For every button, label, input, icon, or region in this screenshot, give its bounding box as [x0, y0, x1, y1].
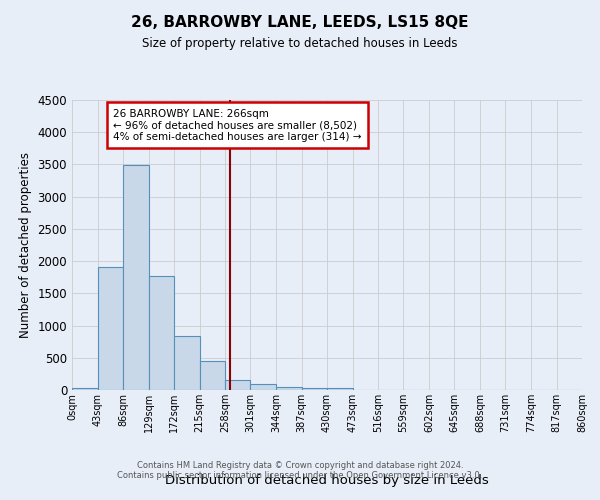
Bar	[149, 276, 174, 390]
Bar	[327, 388, 353, 390]
Bar	[225, 380, 251, 390]
Text: 26 BARROWBY LANE: 266sqm
← 96% of detached houses are smaller (8,502)
4% of semi: 26 BARROWBY LANE: 266sqm ← 96% of detach…	[113, 108, 361, 142]
Text: 26, BARROWBY LANE, LEEDS, LS15 8QE: 26, BARROWBY LANE, LEEDS, LS15 8QE	[131, 15, 469, 30]
X-axis label: Distribution of detached houses by size in Leeds: Distribution of detached houses by size …	[165, 474, 489, 487]
Text: Size of property relative to detached houses in Leeds: Size of property relative to detached ho…	[142, 38, 458, 51]
Bar	[302, 388, 327, 390]
Bar	[276, 387, 302, 390]
Bar	[251, 384, 276, 390]
Bar	[97, 267, 123, 390]
Y-axis label: Number of detached properties: Number of detached properties	[19, 152, 32, 338]
Bar	[199, 360, 225, 390]
Bar	[174, 336, 199, 390]
Text: Contains HM Land Registry data © Crown copyright and database right 2024.
Contai: Contains HM Land Registry data © Crown c…	[118, 460, 482, 480]
Bar	[72, 388, 97, 390]
Bar	[123, 165, 149, 390]
